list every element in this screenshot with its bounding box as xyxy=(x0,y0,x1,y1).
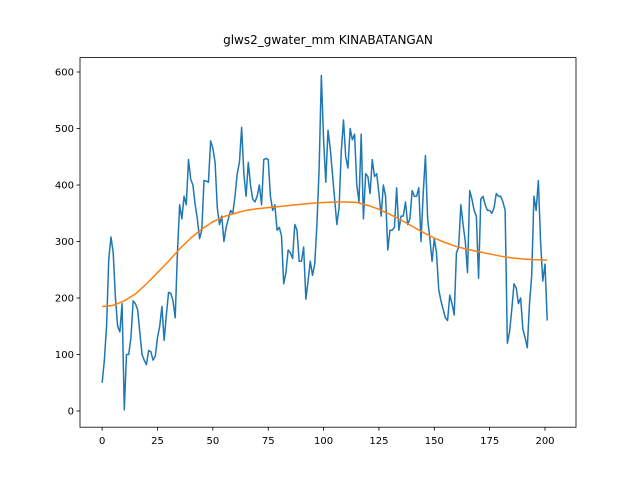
x-tick-label: 25 xyxy=(151,436,164,447)
y-tick-label: 600 xyxy=(55,68,74,79)
y-tick-label: 300 xyxy=(55,237,74,248)
series-line xyxy=(102,201,548,308)
x-tick-label: 75 xyxy=(262,436,275,447)
x-tick-label: 200 xyxy=(535,436,554,447)
y-tick-label: 100 xyxy=(55,350,74,361)
chart-title: glws2_gwater_mm KINABATANGAN xyxy=(223,33,433,47)
y-tick-label: 500 xyxy=(55,124,74,135)
y-tick-label: 0 xyxy=(68,406,74,417)
x-tick-label: 0 xyxy=(99,436,105,447)
series-line xyxy=(101,74,548,411)
y-tick-label: 400 xyxy=(55,180,74,191)
x-tick-label: 100 xyxy=(314,436,333,447)
x-tick-label: 150 xyxy=(425,436,444,447)
x-tick-label: 175 xyxy=(480,436,499,447)
y-tick-label: 200 xyxy=(55,293,74,304)
x-tick-label: 50 xyxy=(206,436,219,447)
axes-frame xyxy=(79,57,577,428)
x-tick-label: 125 xyxy=(369,436,388,447)
